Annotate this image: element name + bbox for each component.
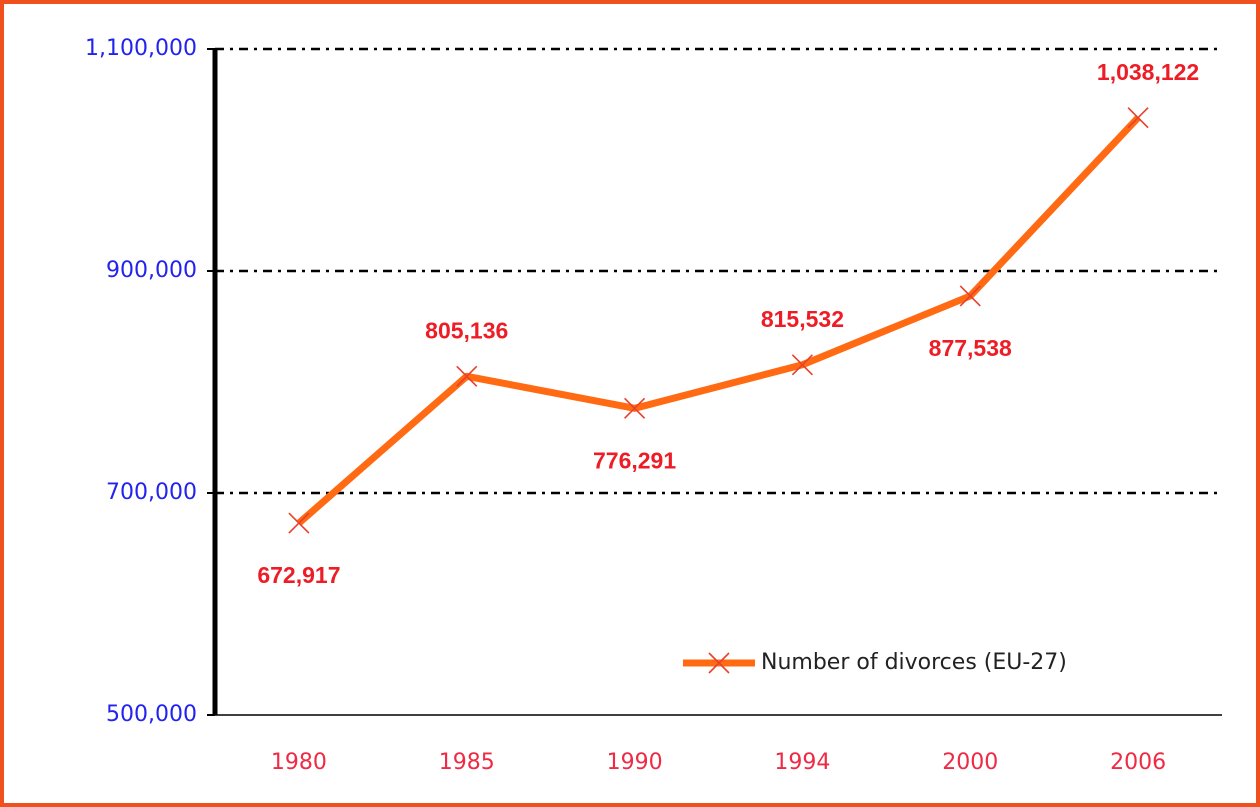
- x-tick-label: 1994: [774, 750, 830, 775]
- data-line: [296, 115, 1141, 526]
- x-tick-label: 1980: [271, 750, 327, 775]
- marker-stroke: [288, 512, 310, 534]
- data-point: [1127, 107, 1149, 129]
- x-tick-label: 2006: [1110, 750, 1166, 775]
- marker-stroke: [1127, 107, 1149, 129]
- data-label: 672,917: [257, 562, 340, 588]
- data-point: [959, 285, 981, 307]
- marker-stroke: [624, 397, 646, 419]
- x-tick-label: 2000: [942, 750, 998, 775]
- marker-stroke: [791, 354, 813, 376]
- data-label: 776,291: [593, 447, 676, 473]
- data-label: 1,038,122: [1097, 59, 1199, 85]
- data-label: 815,532: [761, 306, 844, 332]
- y-tick-label: 900,000: [106, 258, 197, 283]
- marker-stroke: [959, 285, 981, 307]
- data-point: [288, 512, 310, 534]
- x-tick-label: 1990: [607, 750, 663, 775]
- data-point: [791, 354, 813, 376]
- marker-stroke: [708, 652, 730, 674]
- data-point: [624, 397, 646, 419]
- y-tick-label: 1,100,000: [85, 36, 197, 61]
- data-label: 877,538: [929, 335, 1012, 361]
- legend-marker: [708, 652, 730, 674]
- data-label: 805,136: [425, 317, 508, 343]
- marker-stroke: [456, 365, 478, 387]
- x-tick-label: 1985: [439, 750, 495, 775]
- y-tick-label: 700,000: [106, 480, 197, 505]
- y-tick-label: 500,000: [106, 702, 197, 727]
- legend-label: Number of divorces (EU-27): [761, 650, 1067, 675]
- data-point: [456, 365, 478, 387]
